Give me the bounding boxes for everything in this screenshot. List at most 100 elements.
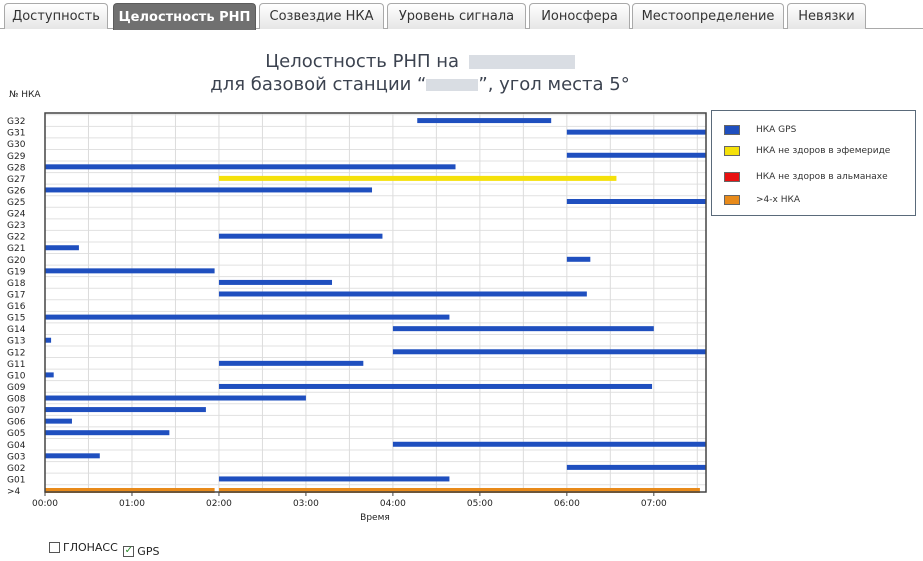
y-tick-label: G24	[7, 210, 26, 220]
y-tick-label: G13	[7, 337, 25, 347]
interval-bar	[566, 129, 706, 135]
interval-bar	[45, 407, 206, 413]
legend-label-gps: НКА GPS	[756, 125, 797, 135]
y-tick-label: G26	[7, 186, 26, 196]
interval-bar	[45, 314, 450, 320]
legend-label-more4: >4-х НКА	[756, 195, 801, 205]
legend-swatch-more4	[724, 195, 740, 205]
y-tick-label: G04	[7, 441, 26, 451]
interval-bar	[566, 464, 706, 470]
chart-title-line2: для базовой станции “ ”, угол места 5°	[0, 73, 840, 96]
x-tick-label: 07:00	[641, 499, 667, 509]
tab-availability[interactable]: Доступность	[4, 3, 108, 29]
y-tick-label: G23	[7, 221, 25, 231]
chart-legend: НКА GPS НКА не здоров в эфемериде НКА не…	[711, 110, 916, 216]
y-tick-label: G15	[7, 314, 25, 324]
y-tick-label: G20	[7, 256, 26, 266]
tab-ionosphere[interactable]: Ионосфера	[529, 3, 630, 29]
y-tick-label: G17	[7, 290, 25, 300]
tab-signal-level[interactable]: Уровень сигнала	[387, 3, 526, 29]
interval-bar	[45, 245, 79, 251]
legend-swatch-ephemeris	[724, 146, 740, 156]
x-tick-label: 06:00	[554, 499, 580, 509]
y-tick-label: G22	[7, 233, 25, 243]
y-tick-label: G25	[7, 198, 25, 208]
chart-title-line1: Целостность РНП на	[0, 50, 840, 73]
y-tick-label: G32	[7, 117, 25, 127]
interval-bar	[218, 233, 383, 239]
interval-bar	[218, 488, 700, 493]
tab-positioning[interactable]: Местоопределение	[632, 3, 784, 29]
legend-label-ephemeris: НКА не здоров в эфемериде	[756, 146, 891, 156]
y-tick-label: G07	[7, 406, 25, 416]
legend-swatch-almanac	[724, 172, 740, 182]
chart-title: Целостность РНП на для базовой станции “…	[0, 50, 840, 96]
y-tick-label: G29	[7, 152, 26, 162]
interval-bar	[45, 418, 72, 424]
y-tick-label: G09	[7, 383, 26, 393]
y-tick-label: G03	[7, 452, 25, 462]
y-tick-label: G11	[7, 360, 25, 370]
tab-constellation[interactable]: Созвездие НКА	[259, 3, 384, 29]
y-axis-title: № НКА	[9, 90, 41, 100]
interval-bar	[45, 395, 306, 401]
x-tick-label: 04:00	[380, 499, 406, 509]
gps-toggle[interactable]: ✓ GPS	[123, 545, 159, 558]
interval-bar	[45, 453, 100, 459]
y-tick-label: G16	[7, 302, 26, 312]
station-suffix: ”, угол места 5°	[478, 74, 630, 95]
x-tick-label: 01:00	[119, 499, 145, 509]
interval-bar	[218, 476, 450, 482]
y-tick-label: >4	[7, 487, 21, 497]
y-tick-label: G08	[7, 395, 26, 405]
x-tick-label: 05:00	[467, 499, 493, 509]
interval-bar	[218, 291, 587, 297]
interval-bar	[392, 326, 654, 332]
y-tick-label: G02	[7, 464, 25, 474]
tab-residuals[interactable]: Невязки	[787, 3, 866, 29]
interval-bar	[45, 187, 373, 193]
redacted-date	[468, 55, 575, 69]
interval-bar	[566, 256, 591, 262]
plot-frame	[44, 112, 707, 493]
y-tick-label: G01	[7, 475, 25, 485]
interval-bar	[45, 372, 54, 378]
interval-bar	[45, 337, 52, 343]
y-tick-label: G27	[7, 175, 25, 185]
station-prefix: для базовой станции “	[210, 74, 427, 95]
y-tick-label: G21	[7, 244, 25, 254]
x-tick-label: 02:00	[206, 499, 232, 509]
x-tick-label: 03:00	[293, 499, 319, 509]
interval-bar	[45, 164, 456, 170]
y-tick-label: G12	[7, 348, 25, 358]
interval-bar	[218, 360, 364, 366]
y-tick-label: G06	[7, 418, 26, 428]
y-tick-label: G18	[7, 279, 26, 289]
interval-bar	[45, 268, 215, 274]
glonass-toggle[interactable]: ГЛОНАСС	[49, 541, 118, 554]
y-tick-label: G30	[7, 140, 26, 150]
y-tick-label: G19	[7, 267, 26, 277]
y-tick-label: G31	[7, 129, 25, 139]
y-tick-label: G10	[7, 371, 26, 381]
tab-bar: Доступность Целостность РНП Созвездие НК…	[0, 0, 923, 30]
interval-bar	[218, 279, 333, 285]
interval-bar	[218, 175, 617, 181]
interval-bar	[566, 152, 706, 158]
gps-label: GPS	[137, 544, 160, 558]
y-tick-label: G05	[7, 429, 25, 439]
interval-bar	[566, 199, 706, 204]
gps-checkbox[interactable]: ✓	[123, 545, 135, 557]
interval-bar	[417, 118, 552, 124]
interval-bar	[45, 430, 170, 436]
interval-bar	[392, 441, 706, 447]
interval-bar	[45, 488, 215, 493]
glonass-checkbox[interactable]	[49, 542, 60, 553]
y-tick-label: G14	[7, 325, 26, 335]
tab-integrity[interactable]: Целостность РНП	[113, 3, 256, 30]
title-text: Целостность РНП на	[265, 51, 460, 72]
x-tick-label: 00:00	[32, 499, 58, 509]
x-axis-title: Время	[360, 513, 390, 523]
legend-label-almanac: НКА не здоров в альманахе	[756, 172, 888, 182]
